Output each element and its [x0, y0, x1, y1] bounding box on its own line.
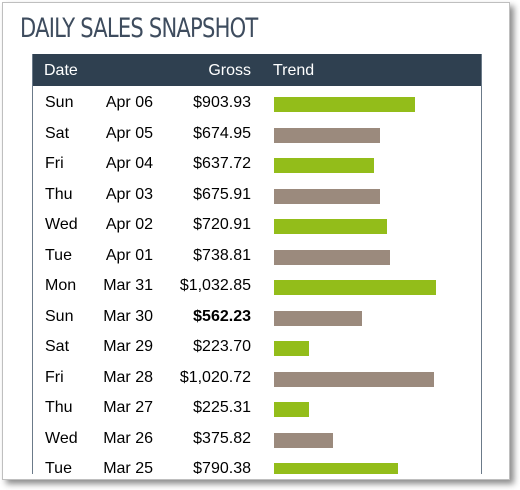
- row-date: Mar 31: [91, 277, 153, 295]
- trend-bar: [274, 189, 380, 204]
- table-header: Date Gross Trend: [33, 54, 481, 86]
- date-column-header: Date: [44, 62, 78, 80]
- table-row: Sun Mar 30 $562.23: [33, 300, 481, 331]
- row-day: Fri: [45, 155, 64, 173]
- table-row: Tue Apr 01 $738.81: [33, 239, 481, 270]
- row-gross: $903.93: [193, 94, 251, 112]
- row-day: Sun: [45, 308, 73, 326]
- row-day: Sat: [45, 125, 69, 143]
- row-day: Thu: [45, 399, 73, 417]
- table-row: Thu Mar 27 $225.31: [33, 391, 481, 422]
- row-date: Apr 06: [91, 94, 153, 112]
- trend-bar: [274, 433, 333, 448]
- row-date: Mar 30: [91, 308, 153, 326]
- row-gross: $720.91: [193, 216, 251, 234]
- row-date: Apr 05: [91, 125, 153, 143]
- table-row: Wed Apr 02 $720.91: [33, 208, 481, 239]
- row-date: Mar 26: [91, 430, 153, 448]
- trend-bar: [274, 250, 390, 265]
- row-date: Mar 29: [91, 338, 153, 356]
- row-day: Fri: [45, 369, 64, 387]
- row-date: Mar 25: [91, 460, 153, 474]
- trend-bar: [274, 128, 380, 143]
- table-row: Thu Apr 03 $675.91: [33, 178, 481, 209]
- row-day: Wed: [45, 430, 78, 448]
- row-day: Thu: [45, 186, 73, 204]
- row-day: Mon: [45, 277, 76, 295]
- row-gross: $225.31: [193, 399, 251, 417]
- row-date: Mar 27: [91, 399, 153, 417]
- page-title: DAILY SALES SNAPSHOT: [20, 13, 258, 44]
- trend-column-header: Trend: [273, 62, 314, 80]
- sales-table: Date Gross Trend Sun Apr 06 $903.93 Sat Apr …: [32, 54, 482, 474]
- row-gross: $675.91: [193, 186, 251, 204]
- row-gross: $1,020.72: [180, 369, 251, 387]
- row-gross: $223.70: [193, 338, 251, 356]
- table-row: Fri Apr 04 $637.72: [33, 147, 481, 178]
- row-date: Mar 28: [91, 369, 153, 387]
- table-body: Sun Apr 06 $903.93 Sat Apr 05 $674.95 Fri Apr 0…: [33, 86, 481, 474]
- table-row: Mon Mar 31 $1,032.85: [33, 269, 481, 300]
- row-date: Apr 04: [91, 155, 153, 173]
- row-gross: $674.95: [193, 125, 251, 143]
- gross-column-header: Gross: [208, 62, 251, 80]
- table-row: Fri Mar 28 $1,020.72: [33, 361, 481, 392]
- trend-bar: [274, 463, 398, 474]
- row-date: Apr 01: [91, 247, 153, 265]
- row-day: Wed: [45, 216, 78, 234]
- row-gross: $738.81: [193, 247, 251, 265]
- trend-bar: [274, 280, 436, 295]
- trend-bar: [274, 97, 415, 112]
- trend-bar: [274, 341, 309, 356]
- row-day: Sun: [45, 94, 73, 112]
- table-row: Tue Mar 25 $790.38: [33, 452, 481, 474]
- row-date: Apr 02: [91, 216, 153, 234]
- row-date: Apr 03: [91, 186, 153, 204]
- row-day: Tue: [45, 247, 72, 265]
- row-gross: $790.38: [193, 460, 251, 474]
- table-row: Sat Mar 29 $223.70: [33, 330, 481, 361]
- table-row: Wed Mar 26 $375.82: [33, 422, 481, 453]
- trend-bar: [274, 372, 434, 387]
- row-gross: $562.23: [193, 308, 251, 326]
- row-gross: $375.82: [193, 430, 251, 448]
- trend-bar: [274, 219, 387, 234]
- table-row: Sun Apr 06 $903.93: [33, 86, 481, 117]
- table-row: Sat Apr 05 $674.95: [33, 117, 481, 148]
- trend-bar: [274, 158, 374, 173]
- row-day: Sat: [45, 338, 69, 356]
- trend-bar: [274, 311, 362, 326]
- row-gross: $1,032.85: [180, 277, 251, 295]
- sales-snapshot-panel: DAILY SALES SNAPSHOT Date Gross Trend Su…: [2, 2, 510, 480]
- trend-bar: [274, 402, 309, 417]
- row-day: Tue: [45, 460, 72, 474]
- row-gross: $637.72: [193, 155, 251, 173]
